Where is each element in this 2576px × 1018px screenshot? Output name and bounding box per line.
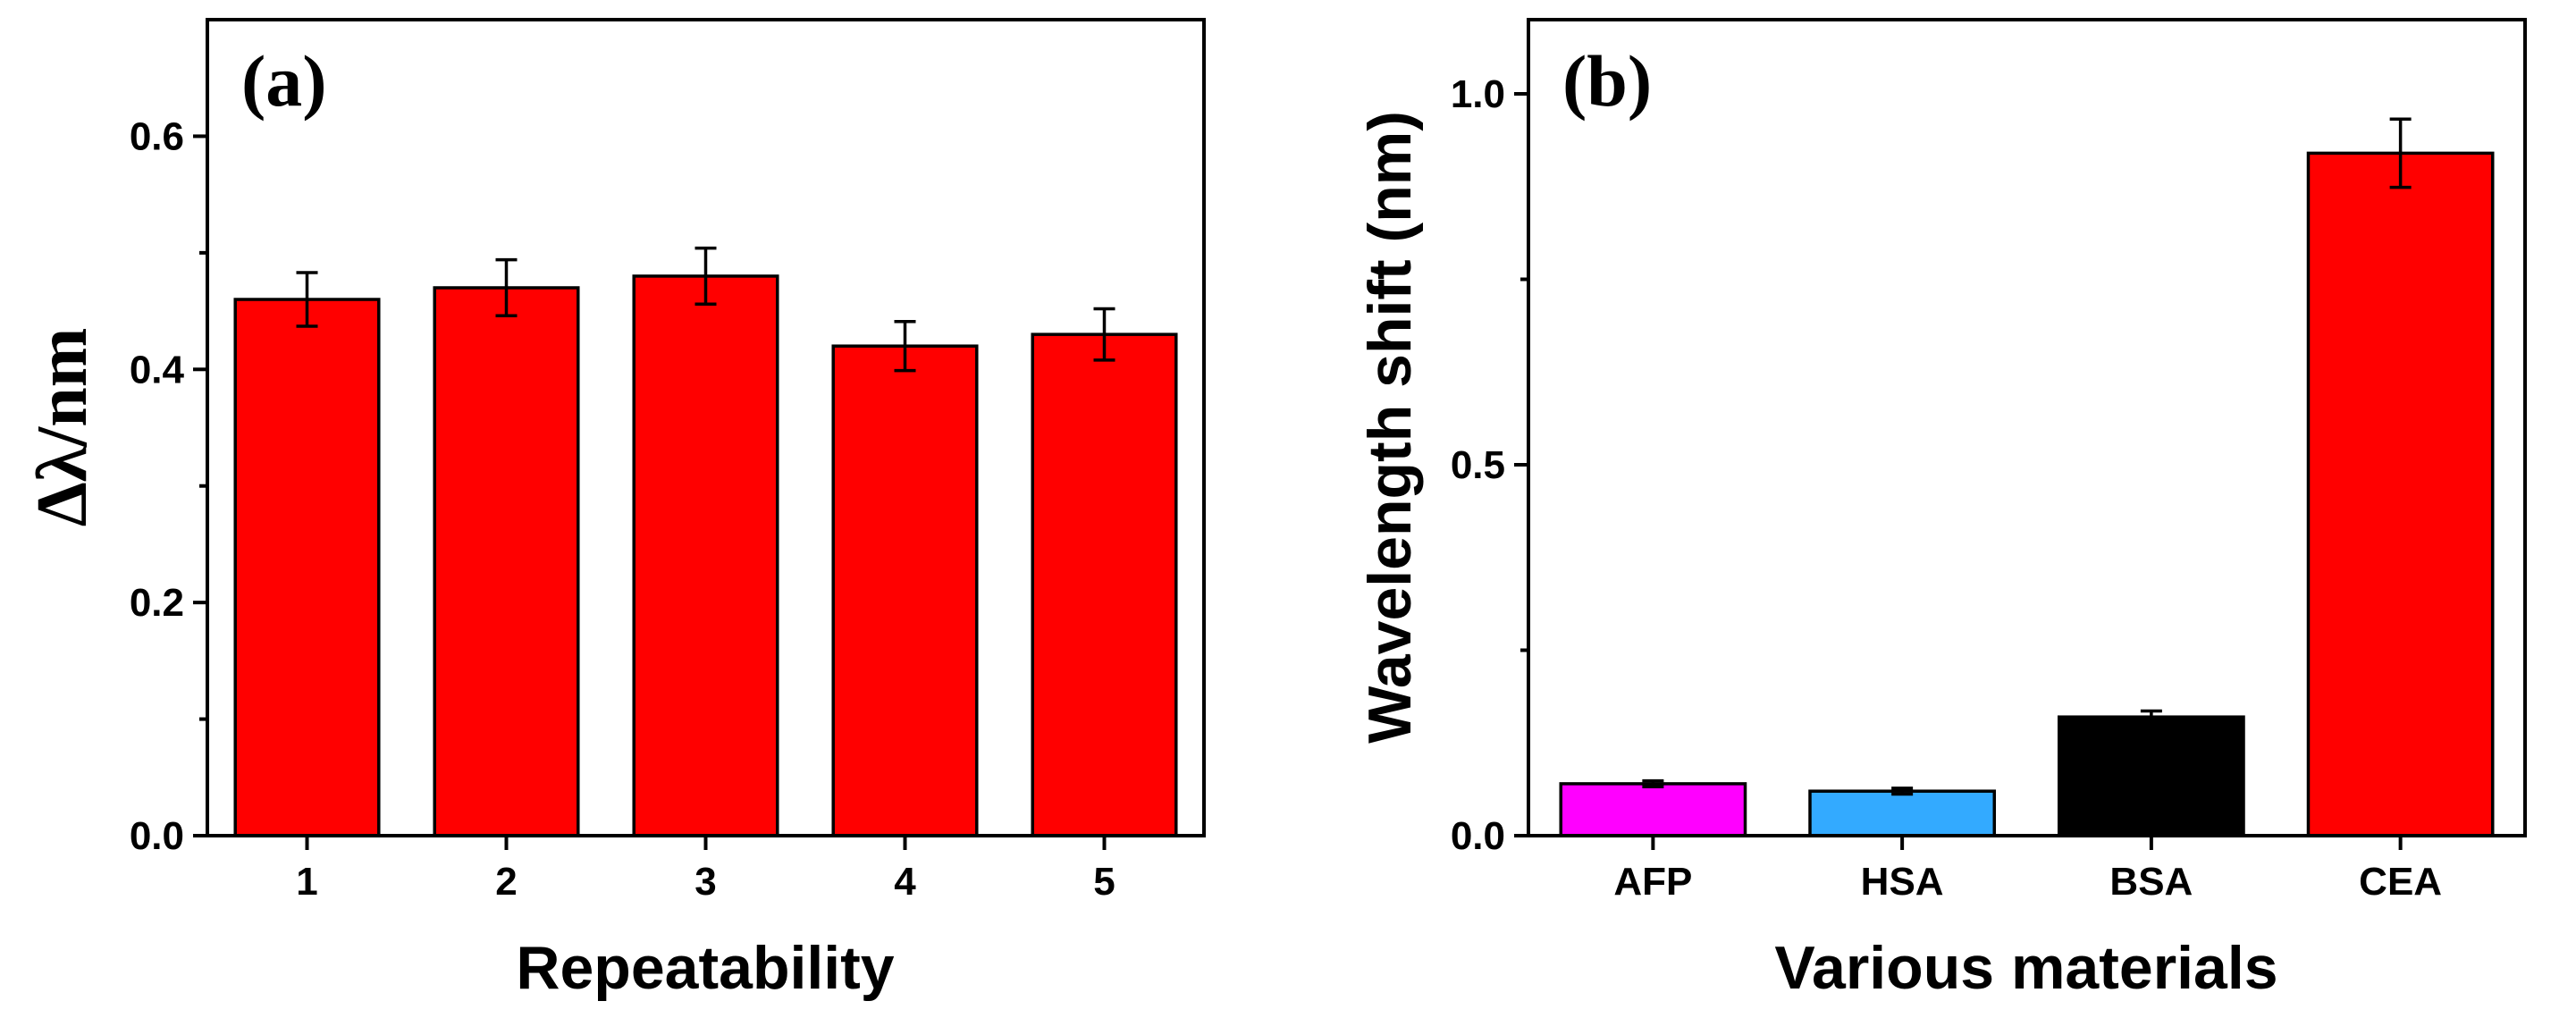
panel-a-error-bar-4 — [894, 320, 916, 373]
panel-b-label: (b) — [1562, 40, 1652, 122]
panel-a-xtick-label: 2 — [495, 860, 517, 904]
panel-b-bar-cea — [2306, 151, 2495, 837]
panel-a-error-bar-1 — [296, 271, 318, 328]
panel-a-error-bar-3 — [695, 246, 717, 306]
panel-b-error-bar-afp — [1642, 778, 1664, 788]
panel-a-xtick-label: 5 — [1093, 860, 1115, 904]
panel-a-bar-2 — [433, 286, 580, 837]
panel-a-bar-4 — [831, 344, 979, 837]
panel-b-ytick-label: 1.0 — [1451, 72, 1505, 116]
panel-b-ylabel: Wavelength shift (nm) — [1356, 111, 1424, 744]
panel-a-xtick-label: 4 — [894, 860, 916, 904]
panel-a-error-bar-2 — [495, 257, 518, 318]
panel-b-frame — [1527, 18, 2527, 837]
panel-a-xtick-label: 3 — [695, 860, 716, 904]
panel-b-bars — [1559, 151, 2495, 837]
panel-b-xtick-label: BSA — [2109, 860, 2193, 904]
panel-b-ticks: AFP HSA BSA CEA 0.0 0.5 1.0 — [1451, 72, 2442, 904]
panel-a-bars — [233, 274, 1178, 837]
panel-b-xtick-label: CEA — [2359, 860, 2442, 904]
panel-a-ylabel: Δλ/nm — [23, 328, 102, 527]
panel-b-bar-hsa — [1808, 789, 1997, 837]
panel-b-xtick-label: AFP — [1613, 860, 1692, 904]
panel-a-ytick-label: 0.4 — [130, 348, 185, 391]
panel-b-error-bars — [1642, 117, 2412, 796]
panel-b-error-bar-hsa — [1891, 787, 1914, 796]
panel-a-error-bar-5 — [1093, 307, 1115, 362]
panel-a-ytick-label: 0.2 — [130, 581, 184, 625]
panel-b-ytick-label: 0.0 — [1451, 814, 1505, 858]
panel-b: AFP HSA BSA CEA 0.0 0.5 1.0 (b) Various materi… — [1356, 18, 2527, 1002]
panel-b-error-bar-cea — [2389, 117, 2412, 189]
panel-a-label: (a) — [241, 40, 327, 122]
panel-b-bar-afp — [1559, 782, 1747, 837]
panel-b-ytick-label: 0.5 — [1451, 443, 1505, 487]
panel-b-error-bar-bsa — [2140, 709, 2162, 725]
panel-a-bar-1 — [233, 298, 381, 837]
panel-b-bar-bsa — [2057, 715, 2245, 837]
panel-a-xlabel: Repeatability — [516, 934, 894, 1002]
panel-a-ticks: 1 2 3 4 5 0.0 0.2 0.4 0.6 — [130, 114, 1115, 904]
panel-a-bar-3 — [632, 274, 779, 837]
panel-a-error-bars — [296, 246, 1115, 373]
panel-a-ytick-label: 0.6 — [130, 114, 184, 158]
panel-a-xtick-label: 1 — [296, 860, 317, 904]
panel-b-xlabel: Various materials — [1774, 934, 2277, 1002]
panel-a-frame — [206, 18, 1206, 837]
panel-a-ytick-label: 0.0 — [130, 814, 184, 858]
panel-a-bar-5 — [1031, 332, 1178, 837]
panel-a: 1 2 3 4 5 0.0 0.2 0.4 0.6 (a) Repeatability Δλ/n… — [23, 18, 1206, 1002]
panel-b-xtick-label: HSA — [1861, 860, 1944, 904]
